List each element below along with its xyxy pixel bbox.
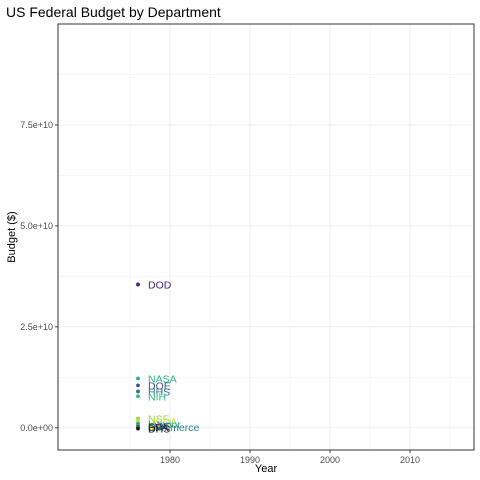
point-label-nih: NIH (148, 391, 166, 403)
plot-panel (58, 24, 474, 450)
y-axis-title: Budget ($) (6, 211, 18, 262)
y-tick-label: 5.0e+10 (20, 221, 53, 231)
x-tick-labels: 1980 1990 2000 2010 (160, 455, 420, 465)
data-point-nasa (136, 377, 140, 381)
y-tick-label: 7.5e+10 (20, 120, 53, 130)
x-tick-label: 2010 (400, 455, 420, 465)
y-tick-label: 2.5e+10 (20, 322, 53, 332)
x-axis-title: Year (255, 463, 278, 475)
data-point-dhs (136, 427, 140, 431)
y-tick-labels: 0.0e+00 2.5e+10 5.0e+10 7.5e+10 (20, 120, 53, 433)
data-point-nih (136, 394, 140, 398)
data-point-dod (136, 283, 140, 287)
x-tick-label: 1980 (160, 455, 180, 465)
point-label-dod: DOD (148, 279, 172, 291)
y-tick-label: 0.0e+00 (20, 423, 53, 433)
data-point-doe (136, 383, 140, 387)
x-tick-label: 2000 (320, 455, 340, 465)
point-label-dhs: DHS (148, 424, 170, 436)
data-point-hhs (136, 390, 140, 394)
